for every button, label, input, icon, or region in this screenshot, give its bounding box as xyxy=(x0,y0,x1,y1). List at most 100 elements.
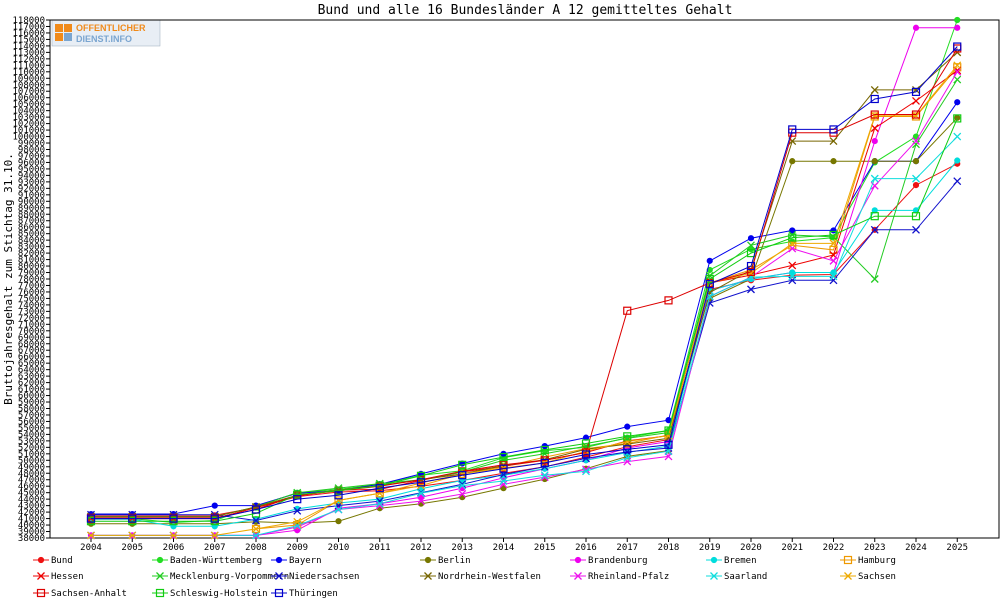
y-tick-label: 100000 xyxy=(12,133,45,143)
data-point xyxy=(789,269,796,276)
series-line xyxy=(255,66,958,530)
data-point xyxy=(252,524,260,533)
y-tick-label: 84000 xyxy=(18,236,45,246)
series-line xyxy=(91,70,958,520)
data-point xyxy=(747,285,755,294)
y-tick-label: 106000 xyxy=(12,94,45,104)
svg-text:DIENST.INFO: DIENST.INFO xyxy=(76,34,132,44)
legend-label: Hessen xyxy=(51,572,84,582)
data-point xyxy=(293,506,302,515)
legend-marker xyxy=(156,556,164,564)
y-tick-label: 52000 xyxy=(18,443,45,453)
data-point xyxy=(664,447,673,456)
data-point xyxy=(912,96,920,105)
series-thueringen xyxy=(86,42,962,523)
y-tick-label: 77000 xyxy=(18,281,45,291)
y-tick-label: 113000 xyxy=(12,48,45,58)
data-point xyxy=(706,257,713,264)
y-tick-label: 61000 xyxy=(18,385,45,395)
legend-item: Bremen xyxy=(706,556,757,566)
y-tick-label: 46000 xyxy=(18,482,45,492)
data-point xyxy=(581,439,591,448)
y-tick-label: 59000 xyxy=(18,398,45,408)
y-tick-label: 83000 xyxy=(18,243,45,253)
data-point xyxy=(499,477,508,485)
y-tick-label: 89000 xyxy=(18,204,45,214)
series-line xyxy=(91,27,958,536)
data-point xyxy=(953,132,962,141)
data-point xyxy=(458,490,467,498)
y-tick-label: 71000 xyxy=(18,320,45,330)
data-point xyxy=(375,484,384,493)
y-tick-label: 68000 xyxy=(18,340,45,350)
series-line xyxy=(91,48,958,519)
data-point xyxy=(911,87,921,96)
data-point xyxy=(829,239,838,248)
y-tick-label: 51000 xyxy=(18,450,45,460)
data-point xyxy=(251,524,261,534)
data-point xyxy=(375,499,384,508)
series-baden-wuerttemberg xyxy=(87,16,961,526)
data-point xyxy=(458,460,467,469)
y-tick-label: 105000 xyxy=(12,100,45,110)
data-point xyxy=(581,450,591,459)
x-tick-label: 2012 xyxy=(410,543,432,553)
data-point xyxy=(334,491,343,500)
y-tick-label: 103000 xyxy=(12,113,45,123)
data-point xyxy=(912,174,920,183)
data-point xyxy=(954,16,961,24)
y-axis-label: Bruttojahresgehalt zum Stichtag 31.10. xyxy=(2,153,15,405)
data-point xyxy=(623,306,632,315)
data-point xyxy=(953,67,962,76)
data-point xyxy=(128,531,137,540)
legend-marker xyxy=(574,556,582,564)
legend-item: Saarland xyxy=(706,572,767,582)
data-point xyxy=(540,445,549,455)
data-point xyxy=(169,514,178,523)
legend: Bund Baden-Württemberg Bayern Berlin Branden… xyxy=(33,555,896,599)
series-line xyxy=(91,160,958,527)
data-point xyxy=(871,158,878,165)
series-line xyxy=(91,118,958,522)
data-point xyxy=(252,531,260,540)
x-tick-label: 2016 xyxy=(575,543,597,553)
x-tick-label: 2010 xyxy=(328,543,350,553)
y-tick-label: 50000 xyxy=(18,456,45,466)
legend-label: Sachsen-Anhalt xyxy=(51,589,127,599)
data-point xyxy=(540,471,549,480)
data-point xyxy=(417,494,425,501)
legend-item: Hessen xyxy=(33,572,84,582)
y-tick-label: 98000 xyxy=(18,146,45,156)
y-tick-label: 45000 xyxy=(18,489,45,499)
series-line xyxy=(91,19,958,524)
series-group xyxy=(86,16,962,540)
series-nordrhein-westfalen xyxy=(87,48,962,521)
y-tick-label: 94000 xyxy=(18,171,45,181)
legend-marker xyxy=(37,572,45,580)
data-point xyxy=(829,272,838,281)
y-tick-label: 41000 xyxy=(18,515,45,525)
y-tick-label: 70000 xyxy=(18,327,45,337)
data-point xyxy=(211,502,218,509)
y-tick-label: 85000 xyxy=(18,230,45,240)
data-point xyxy=(829,137,838,146)
data-point xyxy=(293,517,302,526)
y-tick-label: 42000 xyxy=(18,508,45,518)
x-tick-label: 2007 xyxy=(204,543,226,553)
data-point xyxy=(870,124,879,133)
legend-marker xyxy=(424,556,432,564)
data-point xyxy=(128,514,137,523)
legend-label: Brandenburg xyxy=(588,556,648,566)
y-tick-label: 118000 xyxy=(12,16,45,26)
y-tick-label: 82000 xyxy=(18,249,45,259)
legend-label: Rheinland-Pfalz xyxy=(588,572,669,582)
x-tick-label: 2005 xyxy=(121,543,143,553)
legend-item: Schleswig-Holstein xyxy=(152,588,268,599)
y-tick-label: 75000 xyxy=(18,294,45,304)
y-tick-label: 38000 xyxy=(18,534,45,544)
data-point xyxy=(500,485,507,492)
data-point xyxy=(623,453,632,462)
data-point xyxy=(623,432,632,441)
y-tick-label: 91000 xyxy=(18,191,45,201)
